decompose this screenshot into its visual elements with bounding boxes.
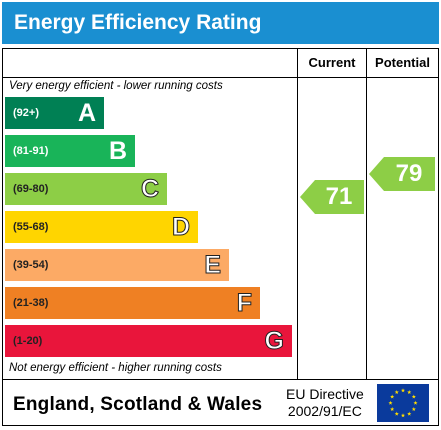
band-d: (55-68) D bbox=[5, 211, 198, 243]
rating-table: Current Potential Very energy efficient … bbox=[2, 48, 439, 426]
footer-country: England, Scotland & Wales bbox=[13, 394, 263, 415]
arrow-polygon bbox=[300, 180, 364, 214]
page-title-text: Energy Efficiency Rating bbox=[14, 11, 262, 34]
eu-star bbox=[390, 407, 395, 412]
eu-star bbox=[394, 411, 399, 416]
eu-star bbox=[411, 407, 416, 412]
column-header-potential: Potential bbox=[375, 55, 430, 70]
band-letter: D bbox=[171, 213, 190, 242]
eu-flag-icon bbox=[377, 384, 429, 422]
eu-star bbox=[407, 389, 412, 394]
band-b: (81-91) B bbox=[5, 135, 135, 167]
eu-directive: EU Directive 2002/91/EC bbox=[286, 386, 364, 420]
eu-star bbox=[400, 413, 406, 418]
column-divider-potential bbox=[366, 49, 367, 379]
band-g: (1-20) G bbox=[5, 325, 292, 357]
eu-directive-line2: 2002/91/EC bbox=[287, 403, 362, 419]
note-bottom: Not energy efficient - higher running co… bbox=[9, 362, 222, 374]
band-a: (92+) A bbox=[5, 97, 104, 129]
column-header-current: Current bbox=[308, 55, 356, 70]
band-letter: F bbox=[236, 289, 252, 318]
arrow-polygon bbox=[369, 157, 435, 191]
band-range: (39-54) bbox=[13, 259, 49, 271]
current-rating-arrow: 71 bbox=[300, 180, 364, 214]
column-divider-current bbox=[297, 49, 298, 379]
band-letter: G bbox=[264, 327, 284, 356]
band-letter: E bbox=[204, 251, 222, 280]
band-range: (1-20) bbox=[13, 335, 43, 347]
band-range: (69-80) bbox=[13, 183, 49, 195]
arrow-shape bbox=[369, 157, 435, 191]
band-f: (21-38) F bbox=[5, 287, 260, 319]
band-letter: B bbox=[108, 137, 127, 165]
band-range: (55-68) bbox=[13, 221, 49, 233]
band-letter: C bbox=[140, 175, 159, 204]
eu-directive-line1: EU Directive bbox=[286, 386, 364, 402]
eu-star bbox=[390, 394, 395, 399]
eu-flag-stars bbox=[388, 388, 418, 418]
band-range: (92+) bbox=[13, 107, 39, 119]
eu-star bbox=[400, 388, 406, 393]
band-range: (21-38) bbox=[13, 297, 49, 309]
eu-star bbox=[413, 400, 418, 405]
eu-star bbox=[394, 389, 399, 394]
band-e: (39-54) E bbox=[5, 249, 229, 281]
eu-star bbox=[411, 394, 416, 399]
note-top: Very energy efficient - lower running co… bbox=[9, 80, 223, 92]
potential-rating-arrow: 79 bbox=[369, 157, 435, 191]
footer-divider bbox=[3, 379, 438, 380]
page-title: Energy Efficiency Rating bbox=[2, 2, 439, 44]
arrow-shape bbox=[300, 180, 364, 214]
current-rating-value: 71 bbox=[325, 183, 353, 210]
band-range: (81-91) bbox=[13, 145, 49, 157]
eu-star bbox=[388, 400, 393, 405]
potential-rating-value: 79 bbox=[395, 160, 423, 187]
band-c: (69-80) C bbox=[5, 173, 167, 205]
header-row-divider bbox=[3, 77, 438, 78]
eu-star bbox=[407, 411, 412, 416]
band-letter: A bbox=[77, 99, 96, 127]
